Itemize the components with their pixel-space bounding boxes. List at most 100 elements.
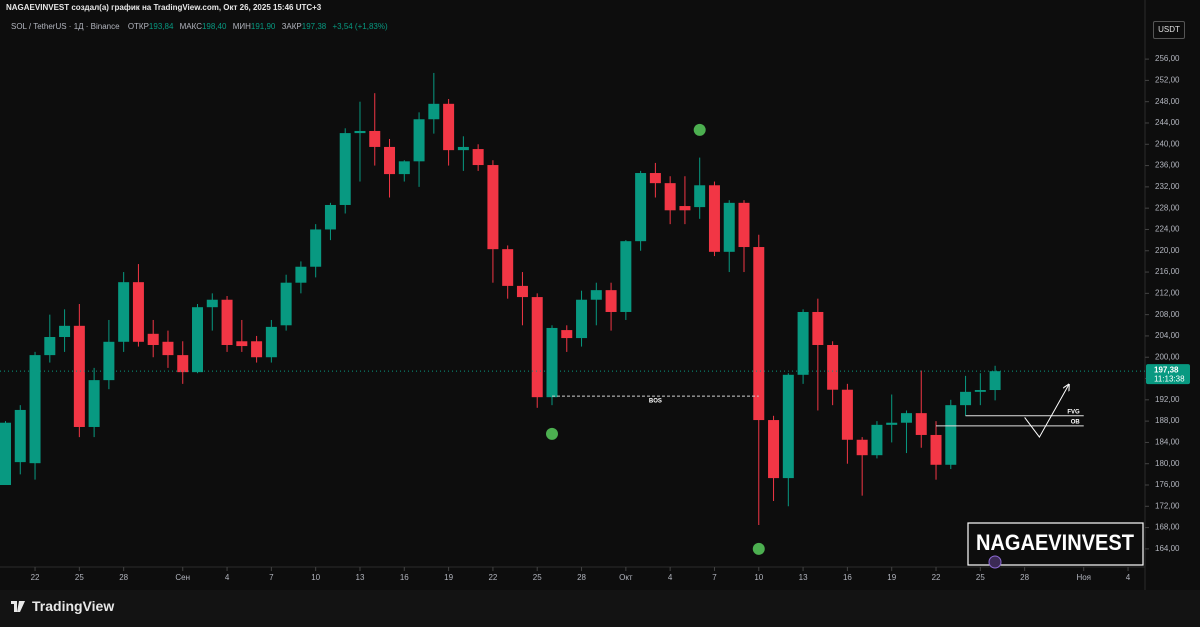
marker xyxy=(545,427,558,440)
candle-body xyxy=(457,146,469,151)
x-tick-label: 4 xyxy=(668,573,673,582)
candle-body xyxy=(354,130,366,134)
footer-bar xyxy=(0,590,1200,627)
y-tick-label: 180,00 xyxy=(1155,459,1180,468)
candle-body xyxy=(0,422,11,486)
candle-body xyxy=(531,297,543,398)
plot-area: BOS FVG OB xyxy=(0,72,1145,555)
legend: SOL / TetherUS · 1Д · Binance ОТКР193,84… xyxy=(11,22,392,31)
watermark: NAGAEVINVEST xyxy=(976,530,1135,555)
bos-label: BOS xyxy=(649,399,662,405)
candle-body xyxy=(827,344,839,390)
y-tick-label: 216,00 xyxy=(1155,267,1180,276)
field-label: ОТКР xyxy=(127,22,149,31)
candle-body xyxy=(900,413,912,423)
candle-body xyxy=(930,434,942,465)
candle-body xyxy=(590,290,602,300)
x-tick-label: 22 xyxy=(488,573,497,582)
x-tick-label: 10 xyxy=(311,573,320,582)
x-tick-label: 13 xyxy=(799,573,808,582)
y-tick-label: 208,00 xyxy=(1155,310,1180,319)
event-icon xyxy=(988,555,1002,569)
candle-body xyxy=(369,130,381,147)
field-value: 197,38 xyxy=(301,22,327,31)
y-tick-label: 176,00 xyxy=(1155,480,1180,489)
candle-body xyxy=(88,380,100,427)
candle-body xyxy=(871,424,883,456)
x-tick-label: 19 xyxy=(887,573,896,582)
candle-body xyxy=(708,185,720,252)
brand: TradingView xyxy=(32,598,115,614)
x-tick-label: 28 xyxy=(577,573,586,582)
candle-body xyxy=(679,206,691,211)
y-tick-label: 252,00 xyxy=(1155,76,1180,85)
candle-body xyxy=(635,173,647,242)
candle-body xyxy=(428,103,440,120)
y-tick-label: 256,00 xyxy=(1155,54,1180,63)
candle-body xyxy=(768,420,780,479)
candle-body xyxy=(605,290,617,312)
y-tick-label: 228,00 xyxy=(1155,203,1180,212)
x-tick-label: 25 xyxy=(533,573,542,582)
x-tick-label: 25 xyxy=(75,573,84,582)
candle-body xyxy=(753,247,765,421)
x-tick-label: 22 xyxy=(31,573,40,582)
candle-body xyxy=(73,325,85,427)
candle-body xyxy=(886,422,898,425)
last-price-label: 197,38 xyxy=(1154,365,1179,374)
y-tick-label: 164,00 xyxy=(1155,544,1180,553)
candle-body xyxy=(915,413,927,435)
field-label: МИН xyxy=(232,22,251,31)
candle-body xyxy=(398,161,410,175)
change: +3,54 (+1,83%) xyxy=(332,22,388,31)
candle-body xyxy=(236,341,248,347)
y-tick-label: 200,00 xyxy=(1155,352,1180,361)
x-tick-label: 10 xyxy=(754,573,763,582)
candle-body xyxy=(797,311,809,375)
x-tick-label: 16 xyxy=(400,573,409,582)
candle-body xyxy=(664,183,676,211)
marker xyxy=(752,542,765,555)
candle-body xyxy=(251,341,263,358)
x-tick-label: 4 xyxy=(1126,573,1131,582)
candle-body xyxy=(206,299,218,308)
x-tick-label: 16 xyxy=(843,573,852,582)
currency-button[interactable]: USDT xyxy=(1153,21,1185,39)
candle-body xyxy=(649,173,661,184)
candle-body xyxy=(295,266,307,283)
x-tick-label: 25 xyxy=(976,573,985,582)
candle-body xyxy=(118,282,130,342)
candle-body xyxy=(974,390,986,392)
x-tick-label: 28 xyxy=(1020,573,1029,582)
marker xyxy=(693,123,706,136)
y-tick-label: 188,00 xyxy=(1155,416,1180,425)
countdown: 11:13:38 xyxy=(1154,374,1185,383)
author-line: NAGAEVINVEST создал(а) график на Trading… xyxy=(6,3,322,12)
brand-logo xyxy=(11,601,25,612)
x-tick-label: 7 xyxy=(269,573,274,582)
candle-body xyxy=(487,165,499,250)
candle-body xyxy=(502,249,514,286)
candle-body xyxy=(960,391,972,406)
candle-body xyxy=(620,241,632,312)
candle-body xyxy=(324,204,336,230)
candle-body xyxy=(14,409,26,463)
candle-body xyxy=(29,355,41,464)
axes: 164,00 168,00 172,00 176,00 180,00 184,00 188,… xyxy=(31,54,1190,582)
field-value: 193,84 xyxy=(148,22,174,31)
y-tick-label: 224,00 xyxy=(1155,225,1180,234)
candle-body xyxy=(280,282,292,326)
field-value: 198,40 xyxy=(201,22,227,31)
y-tick-label: 248,00 xyxy=(1155,97,1180,106)
x-tick-label: 13 xyxy=(356,573,365,582)
x-tick-label: Окт xyxy=(619,573,633,582)
field-label: ЗАКР xyxy=(281,22,302,31)
y-tick-label: 204,00 xyxy=(1155,331,1180,340)
candle-body xyxy=(738,202,750,248)
field-label: МАКС xyxy=(179,22,202,31)
x-tick-label: 7 xyxy=(712,573,717,582)
candle-body xyxy=(945,405,957,465)
candle-body xyxy=(561,330,573,339)
